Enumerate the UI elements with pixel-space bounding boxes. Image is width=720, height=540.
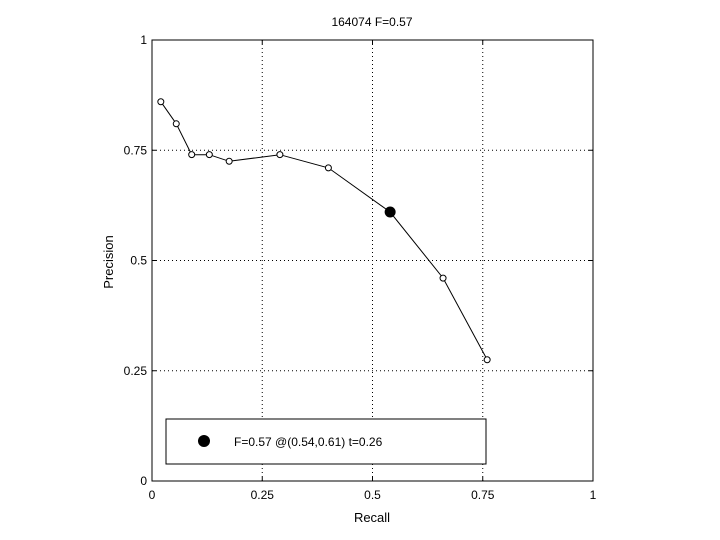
- legend-marker: [198, 435, 210, 447]
- highlight-point: [384, 206, 396, 218]
- legend: F=0.57 @(0.54,0.61) t=0.26: [165, 418, 487, 465]
- y-tick-label: 0.75: [124, 143, 148, 157]
- data-point: [188, 151, 196, 159]
- ticks: 0 0.25 0.5 0.75 1 0 0.25 0.5 0.75 1: [124, 33, 597, 502]
- data-point: [157, 98, 165, 106]
- series-line: [160, 101, 488, 360]
- y-tick-label: 0: [140, 474, 147, 488]
- x-tick-label: 0.25: [251, 488, 275, 502]
- data-point: [276, 151, 284, 159]
- data-point: [172, 120, 180, 128]
- x-tick-label: 0.75: [471, 488, 495, 502]
- legend-text: F=0.57 @(0.54,0.61) t=0.26: [234, 435, 383, 449]
- series-group: [157, 98, 491, 364]
- grid: [152, 40, 593, 481]
- x-tick-label: 0.5: [364, 488, 381, 502]
- data-point: [439, 274, 447, 282]
- y-axis-label: Precision: [101, 235, 116, 288]
- x-axis-label: Recall: [354, 510, 390, 525]
- y-tick-label: 1: [140, 33, 147, 47]
- data-point: [324, 164, 332, 172]
- chart-title: 164074 F=0.57: [331, 15, 412, 29]
- data-point: [483, 356, 491, 364]
- y-tick-label: 0.5: [130, 254, 147, 268]
- legend-box: [165, 418, 487, 465]
- data-point: [225, 157, 233, 165]
- data-point: [205, 151, 213, 159]
- x-tick-label: 1: [590, 488, 597, 502]
- x-tick-label: 0: [149, 488, 156, 502]
- y-tick-label: 0.25: [124, 364, 148, 378]
